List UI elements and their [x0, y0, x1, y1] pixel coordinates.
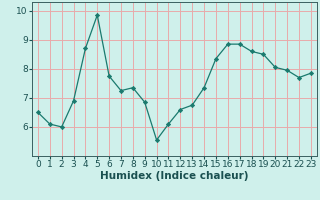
X-axis label: Humidex (Indice chaleur): Humidex (Indice chaleur)	[100, 171, 249, 181]
